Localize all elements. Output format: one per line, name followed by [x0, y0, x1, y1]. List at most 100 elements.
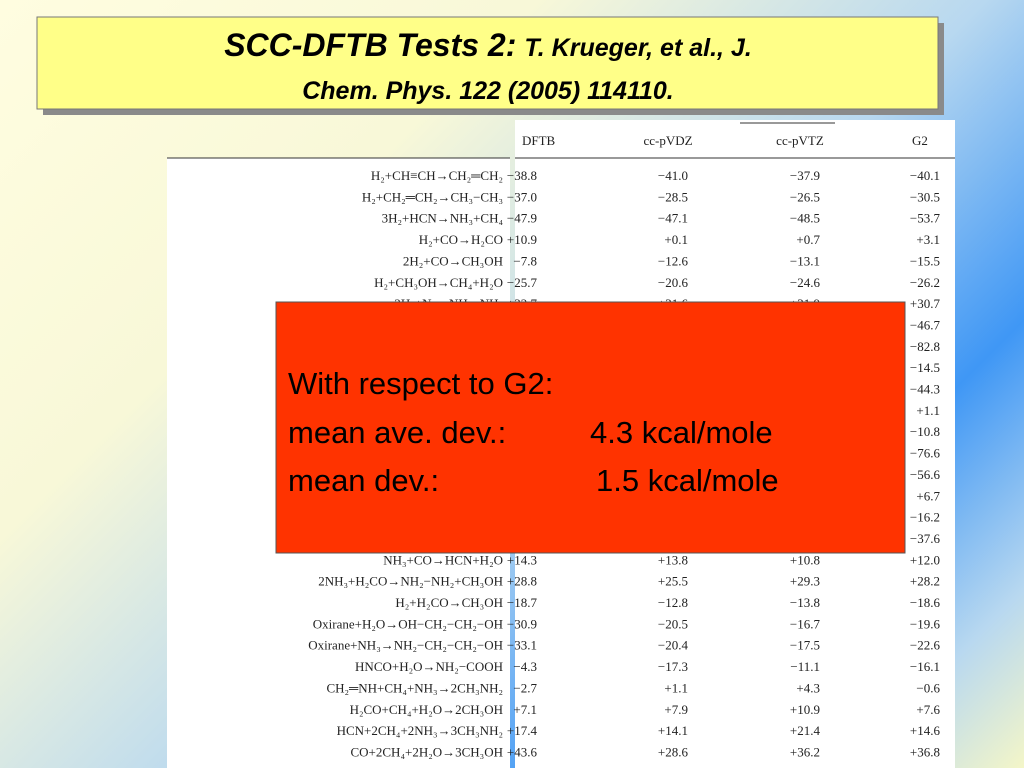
cell-value: +28.2: [910, 574, 940, 589]
cell-value: −30.9: [507, 616, 537, 631]
cell-value: −7.8: [513, 253, 537, 268]
reaction-label: HCN+2CH₄+2NH₃→3CH₃NH₂: [337, 723, 503, 738]
cell-value: +0.7: [796, 232, 820, 247]
callout-text: mean ave. dev.:: [288, 415, 506, 450]
cell-value: +36.2: [790, 744, 820, 759]
title: SCC-DFTB Tests 2:: [224, 27, 516, 63]
cell-value: −22.6: [910, 638, 941, 653]
cell-value: −0.6: [916, 680, 940, 695]
cell-value: +7.9: [664, 702, 688, 717]
cell-value: +14.3: [507, 552, 537, 567]
cell-value: −30.5: [910, 189, 940, 204]
reaction-label: H₂+CH₃OH→CH₄+H₂O: [374, 275, 503, 290]
cell-value: −16.1: [910, 659, 940, 674]
cell-value: −16.2: [910, 510, 940, 525]
cell-value: +29.3: [790, 574, 820, 589]
cell-value: −4.3: [513, 659, 537, 674]
column-header: G2: [912, 133, 928, 148]
citation: T. Krueger, et al., J.: [524, 34, 751, 62]
cell-value: −37.0: [507, 189, 537, 204]
cell-value: −10.8: [910, 424, 940, 439]
reaction-label: H₂+CO→H₂CO: [419, 232, 503, 247]
callout: With respect to G2: mean ave. dev.: 4.3 …: [288, 366, 779, 498]
cell-value: −13.1: [790, 253, 820, 268]
cell-value: −20.5: [658, 616, 688, 631]
reaction-label: HNCO+H₂O→NH₂−COOH: [355, 659, 503, 674]
cell-value: −46.7: [910, 317, 941, 332]
cell-value: +12.0: [910, 552, 940, 567]
cell-value: +1.1: [664, 680, 688, 695]
cell-value: −20.6: [658, 275, 689, 290]
reaction-label: H₂+H₂CO→CH₃OH: [395, 595, 503, 610]
cell-value: +17.4: [507, 723, 538, 738]
cell-value: −13.8: [790, 595, 820, 610]
cell-value: −53.7: [910, 211, 941, 226]
cell-value: +3.1: [916, 232, 940, 247]
column-header: cc-pVTZ: [776, 133, 824, 148]
callout-box: [275, 301, 906, 554]
cell-value: +21.4: [790, 723, 821, 738]
cell-value: −17.3: [658, 659, 688, 674]
cell-value: −12.6: [658, 253, 689, 268]
cell-value: −47.1: [658, 211, 688, 226]
cell-value: −56.6: [910, 467, 941, 482]
callout-text: With respect to G2:: [288, 366, 553, 401]
cell-value: −40.1: [910, 168, 940, 183]
cell-value: −14.5: [910, 360, 940, 375]
cell-value: +7.6: [916, 702, 940, 717]
cell-value: −47.9: [507, 211, 537, 226]
cell-value: −48.5: [790, 211, 820, 226]
cell-value: −38.8: [507, 168, 537, 183]
cell-value: +36.8: [910, 744, 940, 759]
cell-value: +25.5: [658, 574, 688, 589]
cell-value: +6.7: [916, 488, 940, 503]
cell-value: −26.2: [910, 275, 940, 290]
title-box: [36, 16, 939, 110]
column-header: DFTB: [522, 133, 556, 148]
reaction-label: 2NH₃+H₂CO→NH₂−NH₂+CH₃OH: [318, 574, 503, 589]
table: DFTB cc-pVDZ cc-pVTZ G2 H₂+CH≡CH→CH₂═CH₂ −38.…: [308, 133, 940, 759]
cell-value: −28.5: [658, 189, 688, 204]
cell-value: +7.1: [513, 702, 537, 717]
cell-value: −18.7: [507, 595, 538, 610]
reaction-label: NH₃+CO→HCN+H₂O: [383, 552, 503, 567]
cell-value: +10.9: [790, 702, 820, 717]
cell-value: −15.5: [910, 253, 940, 268]
callout-text: mean dev.:: [288, 463, 439, 498]
reaction-label: 2H₂+CO→CH₃OH: [403, 253, 503, 268]
cell-value: +1.1: [916, 403, 940, 418]
reaction-label: H₂+CH₂═CH₂→CH₃−CH₃: [362, 189, 503, 204]
cell-value: −33.1: [507, 638, 537, 653]
cell-value: −12.8: [658, 595, 688, 610]
cell-value: −37.6: [910, 531, 941, 546]
cell-value: +10.9: [507, 232, 537, 247]
cell-value: +14.1: [658, 723, 688, 738]
cell-value: −11.1: [790, 659, 820, 674]
reaction-label: CH₂═NH+CH₄+NH₃→2CH₃NH₂: [326, 680, 503, 695]
cell-value: +43.6: [507, 744, 538, 759]
cell-value: −16.7: [790, 616, 821, 631]
title-line1: SCC-DFTB Tests 2: T. Krueger, et al., J.: [224, 27, 752, 63]
reaction-label: H₂+CH≡CH→CH₂═CH₂: [371, 168, 503, 183]
cell-value: −17.5: [790, 638, 820, 653]
cell-value: −41.0: [658, 168, 688, 183]
cell-value: −20.4: [658, 638, 689, 653]
reaction-label: 3H₂+HCN→NH₃+CH₄: [382, 211, 504, 226]
cell-value: −26.5: [790, 189, 820, 204]
citation: Chem. Phys. 122 (2005) 114110.: [302, 77, 674, 105]
cell-value: +28.6: [658, 744, 689, 759]
reaction-label: Oxirane+NH₃→NH₂−CH₂−CH₂−OH: [308, 638, 503, 653]
cell-value: −82.8: [910, 339, 940, 354]
cell-value: −24.6: [790, 275, 821, 290]
reaction-label: CO+2CH₄+2H₂O→3CH₃OH: [351, 744, 504, 759]
callout-text: 1.5 kcal/mole: [596, 463, 779, 498]
cell-value: −44.3: [910, 382, 940, 397]
cell-value: +4.3: [796, 680, 820, 695]
cell-value: −18.6: [910, 595, 941, 610]
reaction-label: Oxirane+H₂O→OH−CH₂−CH₂−OH: [313, 616, 503, 631]
cell-value: +13.8: [658, 552, 688, 567]
cell-value: +14.6: [910, 723, 941, 738]
cell-value: +10.8: [790, 552, 820, 567]
